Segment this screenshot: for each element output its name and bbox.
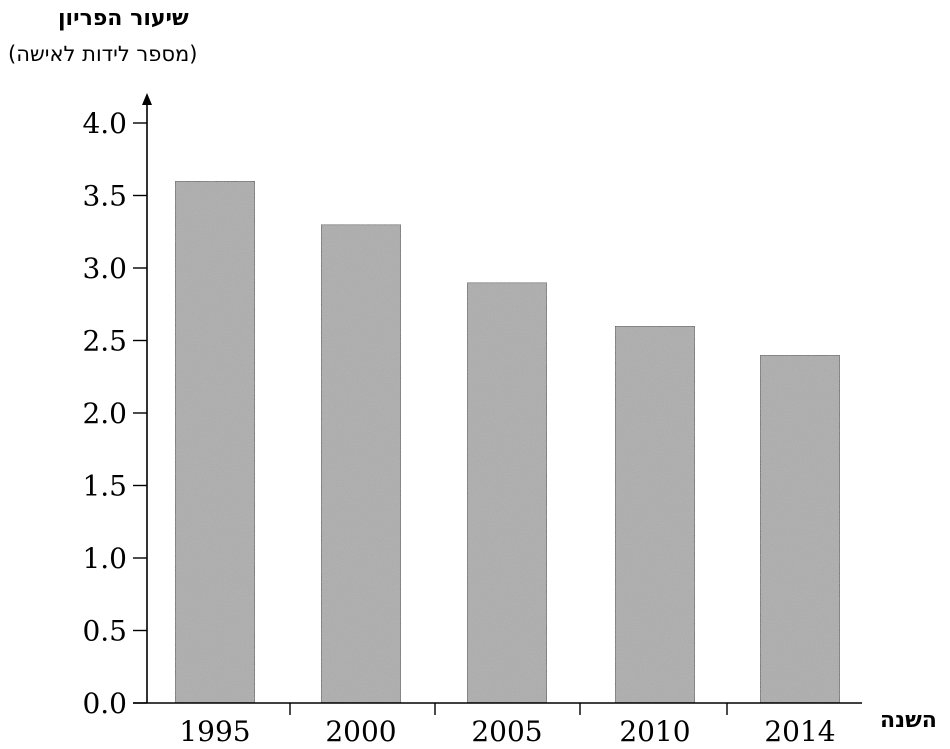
y-tick-label: 0.0: [82, 687, 127, 720]
y-tick-label: 1.0: [82, 542, 127, 575]
y-tick-label: 2.0: [82, 397, 127, 430]
y-tick-label: 1.5: [82, 470, 127, 503]
bar-1995: [174, 180, 256, 704]
y-tick-label: 4.0: [82, 107, 127, 140]
bar-2000: [320, 223, 402, 704]
y-tick-label: 0.5: [82, 615, 127, 648]
axes-layer: [133, 93, 862, 704]
x-tick-label: 1995: [179, 715, 250, 748]
y-tick-label: 3.0: [82, 252, 127, 285]
ticks-layer: 0.0 0.5 1.0 1.5 2.0 2.5 3.0 3.5 4.0 1995 2000 2005 2…: [82, 107, 835, 748]
y-axis-subtitle: (מספר לידות לאישה): [8, 42, 198, 66]
bars-layer: [174, 180, 841, 704]
x-tick-label: 2000: [325, 715, 396, 748]
y-axis-title: שיעור הפריון: [58, 6, 189, 31]
y-tick-label: 2.5: [82, 325, 127, 358]
y-tick-label: 3.5: [82, 180, 127, 213]
y-axis-arrow-icon: [142, 93, 152, 105]
x-tick-label: 2014: [764, 715, 835, 748]
x-tick-label: 2010: [619, 715, 690, 748]
x-axis-title: השנה: [880, 708, 937, 733]
bar-2005: [466, 281, 548, 704]
bar-2010: [614, 325, 696, 704]
x-tick-label: 2005: [471, 715, 542, 748]
bar-2014: [759, 354, 841, 704]
